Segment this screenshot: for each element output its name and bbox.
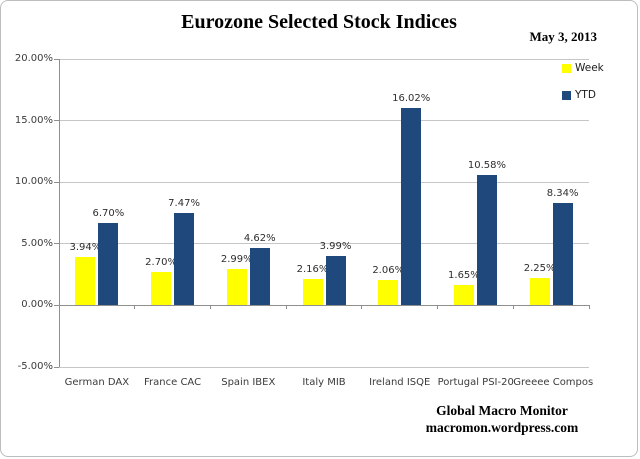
category-label: Portugal PSI-20 <box>437 377 514 388</box>
ytd-swatch-icon <box>562 90 571 100</box>
bar-label: 6.70% <box>92 207 125 219</box>
y-axis-tick-mark <box>54 120 59 122</box>
y-axis-tick-label: 10.00% <box>14 176 53 188</box>
plot-area: 3.94% 2.70% 2.99% 2.16% 2.06% 1.65% 2.25% 6.70%… <box>58 58 593 388</box>
legend: Week YTD <box>562 62 604 116</box>
bar-ytd-2 <box>249 248 270 306</box>
bar-label: 2.16% <box>296 263 329 275</box>
y-axis-tick-label: -5.00% <box>17 361 53 372</box>
bar-week-1 <box>151 272 172 306</box>
y-axis-tick-mark <box>54 58 59 60</box>
bar-label: 2.25% <box>523 262 556 274</box>
y-axis-tick-mark <box>54 304 59 306</box>
category-label: Greeee Compos <box>513 377 594 388</box>
bar-label: 4.62% <box>243 233 276 245</box>
bar-week-0 <box>75 256 96 306</box>
bar-label: 8.34% <box>546 187 579 199</box>
bar-week-6 <box>529 277 550 306</box>
bar-week-3 <box>302 278 323 306</box>
gridline <box>59 366 589 368</box>
legend-item-week: Week <box>562 62 604 74</box>
bar-label: 16.02% <box>392 93 431 105</box>
footer-source: Global Macro Monitor <box>436 403 568 418</box>
x-axis-tick-mark <box>588 305 590 310</box>
gridline <box>59 120 589 122</box>
category-label: Ireland ISQE <box>369 377 431 388</box>
x-axis-tick-mark <box>209 305 211 310</box>
bar-week-5 <box>453 285 474 306</box>
chart-date: May 3, 2013 <box>529 29 597 44</box>
y-axis-tick-label: 15.00% <box>14 114 53 126</box>
y-axis-tick-mark <box>54 243 59 245</box>
bar-label: 2.06% <box>372 265 405 277</box>
gridline <box>59 181 589 183</box>
bar-ytd-5 <box>476 175 497 306</box>
y-axis-tick-label: 20.00% <box>14 53 53 64</box>
y-axis-tick-label: 0.00% <box>21 299 53 311</box>
x-axis-tick-mark <box>361 305 363 310</box>
category-label: Italy MIB <box>302 377 346 388</box>
legend-label-week: Week <box>575 62 604 74</box>
legend-label-ytd: YTD <box>575 89 596 101</box>
week-swatch-icon <box>562 63 571 73</box>
x-axis-tick-mark <box>437 305 439 310</box>
chart-footer: Global Macro Monitor macromon.wordpress.… <box>402 402 602 436</box>
category-label: German DAX <box>64 377 130 388</box>
bar-ytd-1 <box>174 213 195 306</box>
x-axis-tick-mark <box>512 305 514 310</box>
bar-ytd-3 <box>325 256 346 306</box>
gridline <box>59 58 589 60</box>
bar-week-4 <box>378 280 399 306</box>
y-axis-line <box>59 59 60 367</box>
bar-label: 3.99% <box>319 241 352 253</box>
bar-label: 1.65% <box>448 270 480 282</box>
y-axis-tick-mark <box>54 366 59 368</box>
bar-label: 2.70% <box>145 257 177 269</box>
bar-ytd-4 <box>401 108 422 306</box>
bar-ytd-0 <box>98 222 119 306</box>
x-axis-line <box>59 304 589 306</box>
bar-label: 2.99% <box>220 253 253 265</box>
bar-label: 3.94% <box>69 241 102 253</box>
gridline <box>59 243 589 245</box>
category-label: Spain IBEX <box>221 377 276 388</box>
footer-url: macromon.wordpress.com <box>425 420 579 435</box>
bar-label: 7.47% <box>168 198 200 210</box>
y-axis-tick-label: 5.00% <box>21 237 53 249</box>
bar-label: 10.58% <box>467 160 506 172</box>
category-label: France CAC <box>144 377 202 388</box>
x-axis-tick-mark <box>134 305 136 310</box>
bar-week-2 <box>226 268 247 306</box>
chart-title: Eurozone Selected Stock Indices <box>181 11 457 33</box>
legend-item-ytd: YTD <box>562 89 604 101</box>
y-axis-tick-mark <box>54 181 59 183</box>
x-axis-tick-mark <box>285 305 287 310</box>
x-axis-tick-mark <box>58 305 60 310</box>
bar-ytd-6 <box>552 202 573 306</box>
